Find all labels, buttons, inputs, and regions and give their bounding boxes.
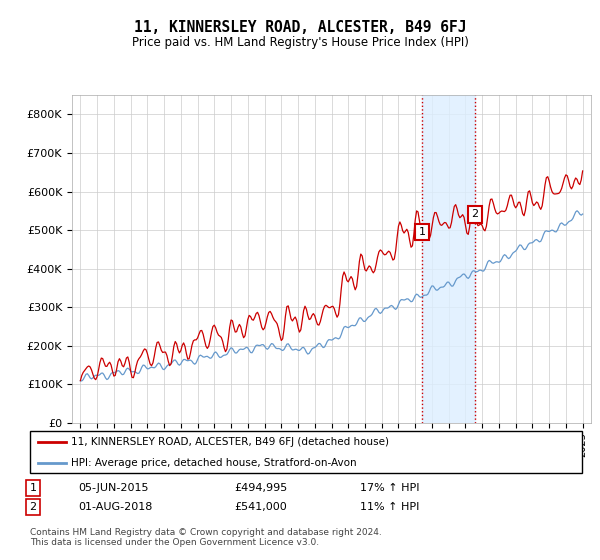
- Text: 11, KINNERSLEY ROAD, ALCESTER, B49 6FJ: 11, KINNERSLEY ROAD, ALCESTER, B49 6FJ: [134, 20, 466, 35]
- Text: HPI: Average price, detached house, Stratford-on-Avon: HPI: Average price, detached house, Stra…: [71, 458, 357, 468]
- Text: 11, KINNERSLEY ROAD, ALCESTER, B49 6FJ (detached house): 11, KINNERSLEY ROAD, ALCESTER, B49 6FJ (…: [71, 437, 389, 447]
- Text: Contains HM Land Registry data © Crown copyright and database right 2024.
This d: Contains HM Land Registry data © Crown c…: [30, 528, 382, 547]
- Text: 2: 2: [472, 209, 479, 220]
- Text: 05-JUN-2015: 05-JUN-2015: [78, 483, 149, 493]
- Bar: [422, 95, 475, 423]
- Text: 1: 1: [29, 483, 37, 493]
- Text: 2: 2: [29, 502, 37, 512]
- Text: £494,995: £494,995: [234, 483, 287, 493]
- Text: 11% ↑ HPI: 11% ↑ HPI: [360, 502, 419, 512]
- FancyBboxPatch shape: [30, 431, 582, 473]
- Text: 1: 1: [419, 227, 426, 237]
- Text: £541,000: £541,000: [234, 502, 287, 512]
- Text: 01-AUG-2018: 01-AUG-2018: [78, 502, 152, 512]
- Text: Price paid vs. HM Land Registry's House Price Index (HPI): Price paid vs. HM Land Registry's House …: [131, 36, 469, 49]
- Text: 17% ↑ HPI: 17% ↑ HPI: [360, 483, 419, 493]
